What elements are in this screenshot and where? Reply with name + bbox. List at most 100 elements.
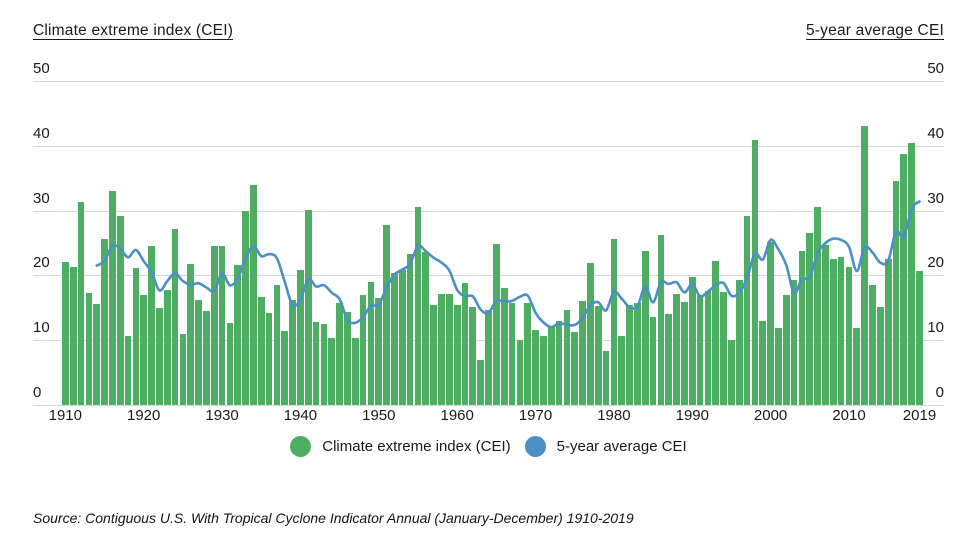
bar-1932[interactable] bbox=[234, 265, 242, 405]
bar-1943[interactable] bbox=[320, 324, 328, 405]
bar-1989[interactable] bbox=[681, 302, 688, 405]
bar-1961[interactable] bbox=[461, 283, 469, 405]
bar-2006[interactable] bbox=[814, 206, 821, 405]
bar-1979[interactable] bbox=[602, 350, 610, 405]
bar-1962[interactable] bbox=[469, 306, 477, 405]
bar-1992[interactable] bbox=[704, 291, 712, 405]
bar-1971[interactable] bbox=[540, 336, 547, 405]
bar-1941[interactable] bbox=[304, 210, 312, 405]
bar-1956[interactable] bbox=[422, 252, 430, 405]
bar-1973[interactable] bbox=[555, 321, 563, 405]
bar-1947[interactable] bbox=[351, 337, 359, 405]
bar-1977[interactable] bbox=[587, 263, 594, 405]
bar-2005[interactable] bbox=[806, 232, 814, 405]
bar-1911[interactable] bbox=[69, 267, 77, 405]
legend-item-5yr-average[interactable]: 5-year average CEI bbox=[524, 436, 687, 457]
bar-1918[interactable] bbox=[124, 336, 132, 405]
bar-2011[interactable] bbox=[853, 327, 861, 405]
bar-1952[interactable] bbox=[391, 272, 398, 405]
bar-1946[interactable] bbox=[344, 312, 351, 405]
bar-2008[interactable] bbox=[829, 258, 837, 405]
bar-1944[interactable] bbox=[328, 337, 336, 405]
bar-1994[interactable] bbox=[720, 291, 727, 405]
bar-1949[interactable] bbox=[367, 281, 375, 405]
bar-1987[interactable] bbox=[665, 313, 673, 405]
bar-2014[interactable] bbox=[876, 307, 884, 405]
bar-2007[interactable] bbox=[822, 244, 829, 405]
bar-1957[interactable] bbox=[430, 305, 437, 405]
bar-1955[interactable] bbox=[414, 207, 422, 405]
bar-1964[interactable] bbox=[485, 310, 492, 405]
bar-1938[interactable] bbox=[281, 330, 289, 405]
bar-1929[interactable] bbox=[210, 246, 218, 405]
bar-1930[interactable] bbox=[218, 246, 226, 405]
bar-1927[interactable] bbox=[195, 300, 202, 405]
bar-1983[interactable] bbox=[634, 302, 641, 405]
bar-1920[interactable] bbox=[140, 294, 148, 405]
bar-1998[interactable] bbox=[751, 140, 759, 405]
bar-2019[interactable] bbox=[916, 270, 923, 405]
bar-1967[interactable] bbox=[508, 302, 516, 405]
bar-1914[interactable] bbox=[93, 303, 101, 405]
bar-2001[interactable] bbox=[775, 327, 782, 405]
bar-1926[interactable] bbox=[187, 263, 195, 405]
bar-2017[interactable] bbox=[900, 154, 908, 405]
bar-1999[interactable] bbox=[759, 321, 767, 405]
bar-1925[interactable] bbox=[179, 333, 187, 405]
bar-1942[interactable] bbox=[312, 322, 320, 405]
bar-1928[interactable] bbox=[203, 311, 210, 405]
bar-1915[interactable] bbox=[101, 239, 108, 405]
bar-1975[interactable] bbox=[571, 331, 579, 405]
bar-2003[interactable] bbox=[790, 279, 798, 405]
bar-1950[interactable] bbox=[375, 298, 383, 405]
bar-1922[interactable] bbox=[156, 307, 163, 405]
bar-1988[interactable] bbox=[673, 294, 680, 405]
bar-1976[interactable] bbox=[579, 300, 586, 405]
bar-2016[interactable] bbox=[892, 181, 900, 405]
bar-1985[interactable] bbox=[649, 316, 657, 405]
bar-1916[interactable] bbox=[109, 191, 116, 405]
bar-1995[interactable] bbox=[728, 340, 735, 405]
bar-1924[interactable] bbox=[171, 228, 179, 405]
bar-1935[interactable] bbox=[257, 296, 265, 405]
bar-1923[interactable] bbox=[163, 289, 171, 405]
bar-1974[interactable] bbox=[563, 309, 571, 405]
bar-1937[interactable] bbox=[273, 285, 281, 405]
bar-1958[interactable] bbox=[438, 294, 445, 405]
bar-1980[interactable] bbox=[610, 238, 618, 405]
bar-1996[interactable] bbox=[735, 279, 743, 405]
bar-1986[interactable] bbox=[657, 235, 665, 405]
bar-1912[interactable] bbox=[77, 201, 85, 405]
bar-1963[interactable] bbox=[477, 360, 485, 405]
bar-1913[interactable] bbox=[85, 292, 93, 405]
bar-1933[interactable] bbox=[242, 211, 249, 405]
bar-1966[interactable] bbox=[500, 287, 508, 405]
bar-1991[interactable] bbox=[696, 294, 704, 405]
bar-2015[interactable] bbox=[884, 258, 892, 405]
bar-1978[interactable] bbox=[594, 305, 602, 405]
bar-2004[interactable] bbox=[798, 250, 806, 405]
bar-1959[interactable] bbox=[445, 293, 453, 405]
bar-1948[interactable] bbox=[359, 294, 367, 405]
bar-1951[interactable] bbox=[383, 224, 390, 405]
bar-1939[interactable] bbox=[289, 300, 296, 405]
bar-1931[interactable] bbox=[226, 323, 234, 405]
bar-2010[interactable] bbox=[845, 267, 853, 405]
bar-1921[interactable] bbox=[148, 245, 155, 405]
bar-1919[interactable] bbox=[132, 267, 140, 405]
left-axis-title-link[interactable]: Climate extreme index (CEI) bbox=[33, 22, 234, 39]
bar-1945[interactable] bbox=[336, 302, 343, 405]
bar-2000[interactable] bbox=[767, 241, 774, 405]
bar-2002[interactable] bbox=[782, 294, 790, 405]
bar-1984[interactable] bbox=[641, 251, 649, 405]
bar-1936[interactable] bbox=[265, 313, 273, 405]
bar-1997[interactable] bbox=[743, 216, 751, 405]
bar-1990[interactable] bbox=[688, 276, 696, 405]
right-axis-title-link[interactable]: 5-year average CEI bbox=[806, 22, 944, 39]
bar-1960[interactable] bbox=[453, 304, 461, 405]
bar-1934[interactable] bbox=[250, 184, 257, 405]
bar-1981[interactable] bbox=[618, 335, 626, 405]
bar-2009[interactable] bbox=[837, 256, 845, 405]
bar-1965[interactable] bbox=[493, 243, 500, 405]
bar-1968[interactable] bbox=[516, 340, 524, 405]
